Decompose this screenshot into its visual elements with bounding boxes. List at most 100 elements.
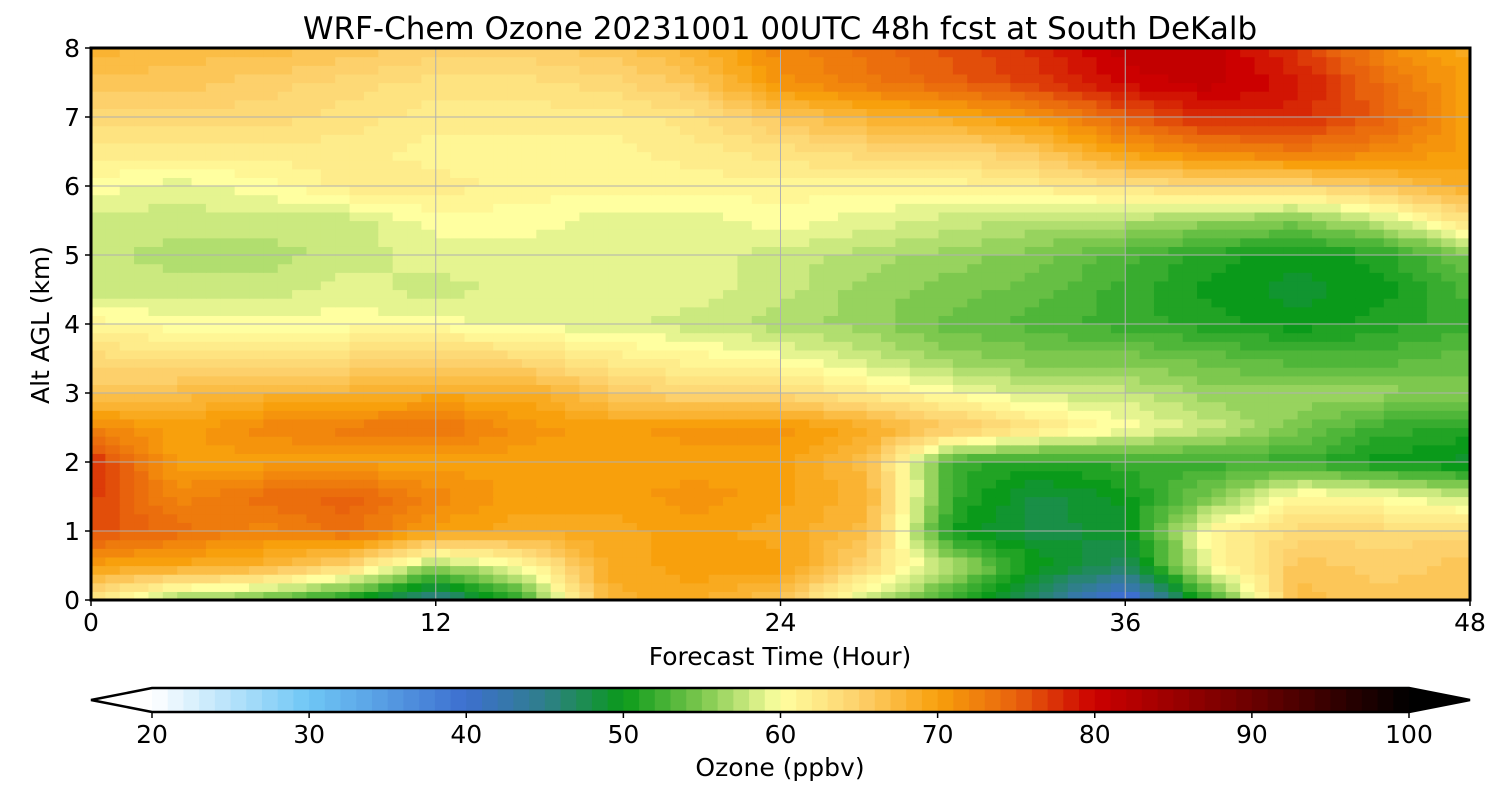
heatmap-cell	[1082, 367, 1098, 377]
heatmap-cell	[134, 513, 150, 523]
heatmap-cell	[766, 496, 782, 506]
heatmap-cell	[952, 427, 968, 437]
heatmap-cell	[349, 479, 365, 489]
heatmap-cell	[938, 341, 954, 351]
heatmap-cell	[1082, 418, 1098, 429]
heatmap-cell	[1024, 168, 1040, 178]
heatmap-cell	[881, 177, 897, 187]
heatmap-cell	[665, 418, 681, 429]
heatmap-cell	[1240, 263, 1256, 273]
heatmap-cell	[1455, 332, 1471, 342]
heatmap-cell	[1197, 436, 1213, 446]
heatmap-cell	[1283, 565, 1299, 575]
heatmap-cell	[306, 505, 322, 515]
heatmap-cell	[205, 487, 221, 498]
heatmap-cell	[565, 444, 580, 454]
heatmap-cell	[392, 203, 408, 213]
heatmap-cell	[881, 160, 897, 170]
heatmap-cell	[1053, 263, 1069, 273]
heatmap-cell	[521, 186, 537, 196]
heatmap-cell	[995, 444, 1011, 454]
heatmap-cell	[177, 401, 193, 411]
heatmap-cell	[1024, 487, 1040, 498]
heatmap-cell	[507, 505, 523, 515]
heatmap-cell	[1153, 229, 1169, 239]
heatmap-cell	[1153, 582, 1169, 592]
heatmap-cell	[1326, 393, 1342, 403]
heatmap-cell	[478, 358, 494, 368]
heatmap-cell	[1311, 332, 1327, 342]
heatmap-cell	[981, 375, 997, 385]
heatmap-cell	[766, 539, 782, 549]
heatmap-cell	[1096, 160, 1112, 170]
heatmap-cell	[751, 513, 767, 523]
heatmap-cell	[895, 496, 911, 506]
heatmap-cell	[1441, 444, 1457, 454]
heatmap-cell	[493, 186, 509, 196]
heatmap-cell	[1139, 306, 1155, 316]
heatmap-cell	[636, 272, 652, 282]
heatmap-cell	[837, 591, 853, 601]
heatmap-cell	[435, 444, 451, 454]
heatmap-cell	[378, 168, 394, 178]
heatmap-cell	[177, 375, 193, 385]
heatmap-cell	[1096, 151, 1112, 161]
heatmap-cell	[579, 298, 595, 308]
heatmap-cell	[464, 436, 480, 446]
heatmap-cell	[306, 341, 322, 351]
heatmap-cell	[349, 427, 365, 437]
heatmap-cell	[1067, 194, 1083, 204]
heatmap-cell	[292, 186, 308, 196]
heatmap-cell	[263, 496, 279, 506]
heatmap-cell	[292, 418, 308, 429]
heatmap-cell	[1455, 444, 1471, 454]
heatmap-cell	[708, 393, 724, 403]
heatmap-cell	[780, 324, 796, 334]
heatmap-cell	[1369, 548, 1385, 558]
heatmap-cell	[493, 349, 509, 360]
heatmap-cell	[478, 505, 494, 515]
heatmap-cell	[263, 246, 279, 256]
heatmap-cell	[536, 341, 552, 351]
heatmap-cell	[938, 539, 954, 549]
heatmap-cell	[435, 565, 451, 575]
heatmap-cell	[1268, 556, 1284, 567]
heatmap-cell	[306, 151, 322, 161]
heatmap-cell	[1268, 548, 1284, 558]
heatmap-cell	[521, 349, 537, 360]
heatmap-cell	[837, 496, 853, 506]
heatmap-cell	[1039, 298, 1055, 308]
heatmap-cell	[1211, 272, 1227, 282]
heatmap-cell	[780, 410, 796, 420]
heatmap-cell	[1254, 341, 1270, 351]
heatmap-cell	[550, 548, 566, 558]
heatmap-cell	[751, 574, 767, 584]
heatmap-cell	[665, 229, 681, 239]
heatmap-cell	[220, 548, 236, 558]
heatmap-cell	[1197, 462, 1213, 472]
heatmap-cell	[450, 496, 466, 506]
heatmap-cell	[1211, 237, 1227, 247]
heatmap-cell	[938, 384, 954, 394]
heatmap-cell	[205, 255, 221, 265]
heatmap-cell	[1398, 237, 1414, 247]
heatmap-cell	[1254, 220, 1270, 230]
heatmap-cell	[723, 548, 738, 558]
heatmap-cell	[91, 186, 106, 196]
heatmap-cell	[320, 513, 336, 523]
heatmap-cell	[1426, 479, 1442, 489]
heatmap-cell	[636, 565, 652, 575]
heatmap-cell	[450, 453, 466, 463]
heatmap-cell	[119, 349, 135, 360]
heatmap-cell	[1340, 229, 1356, 239]
heatmap-cell	[1082, 220, 1098, 230]
heatmap-cell	[1240, 289, 1256, 299]
heatmap-cell	[191, 410, 207, 420]
heatmap-cell	[809, 384, 825, 394]
heatmap-cell	[1125, 255, 1141, 265]
heatmap-cell	[1110, 453, 1126, 463]
heatmap-cell	[909, 263, 925, 273]
heatmap-cell	[995, 229, 1011, 239]
heatmap-cell	[249, 367, 264, 377]
heatmap-cell	[593, 246, 609, 256]
